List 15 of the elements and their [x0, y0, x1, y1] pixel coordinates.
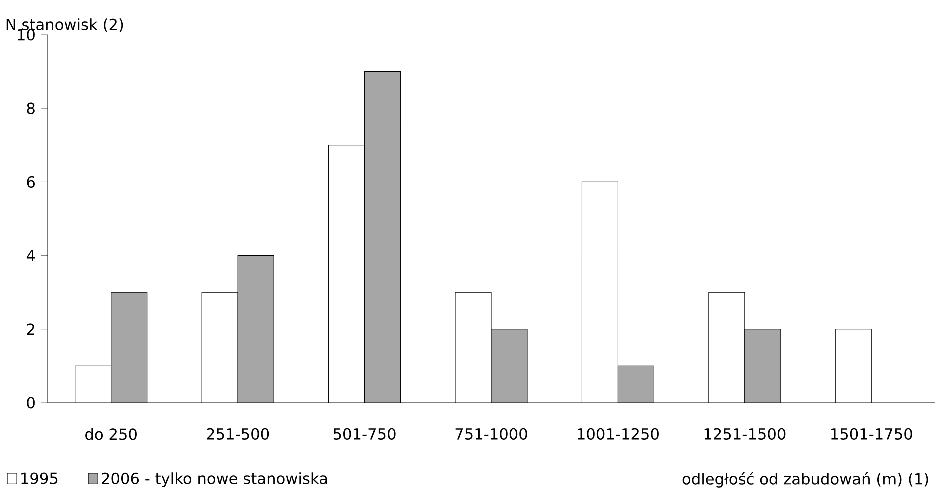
- y-tick-label: 2: [27, 324, 34, 336]
- legend-label: 2006 - tylko nowe stanowiska: [102, 472, 328, 488]
- x-tick-label: do 250: [86, 428, 137, 440]
- x-axis-title: odległość od zabudowań (m) (1): [682, 472, 928, 488]
- x-tick-label: 501-750: [334, 428, 396, 440]
- x-tick-label: 751-1000: [456, 428, 528, 440]
- x-tick-label: 1501-1750: [832, 428, 912, 440]
- x-tick-label: 251-500: [207, 428, 270, 440]
- x-tick-label: 1001-1250: [578, 428, 659, 440]
- y-tick-label: 6: [27, 176, 35, 188]
- y-tick-label: 0: [27, 397, 35, 409]
- legend-label: 1995: [22, 472, 58, 484]
- x-tick-label: 1251-1500: [704, 428, 786, 440]
- y-tick-label: 4: [26, 250, 36, 262]
- y-tick-label: 8: [27, 102, 35, 114]
